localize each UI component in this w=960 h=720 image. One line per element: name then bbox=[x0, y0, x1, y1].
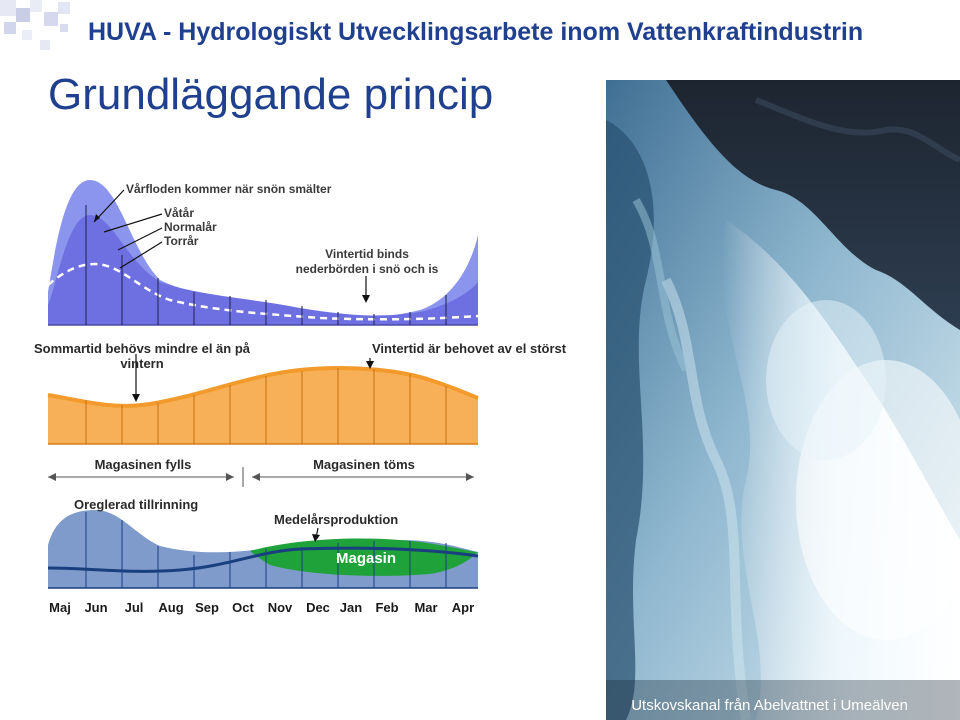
month-label: Oct bbox=[232, 600, 254, 615]
photo-caption: Utskovskanal från Abelvattnet i Umeälven bbox=[631, 697, 908, 714]
month-label: Mar bbox=[414, 600, 437, 615]
label-wet-year: Våtår bbox=[164, 206, 194, 220]
month-axis: Maj Jun Jul Aug Sep Oct Nov Dec Jan Feb … bbox=[49, 600, 474, 615]
label-spring-flood: Vårfloden kommer när snön smälter bbox=[126, 182, 332, 196]
corner-decoration bbox=[0, 0, 70, 50]
month-label: Jan bbox=[340, 600, 362, 615]
demand-curve bbox=[47, 366, 479, 408]
month-label: Jun bbox=[84, 600, 107, 615]
dry-year-line bbox=[47, 262, 479, 321]
label-summer-demand-1: Sommartid behövs mindre el än på bbox=[34, 341, 251, 356]
month-label: Aug bbox=[158, 600, 183, 615]
month-label: Sep bbox=[195, 600, 219, 615]
label-summer-demand-2: vintern bbox=[120, 356, 163, 371]
month-label: Dec bbox=[306, 600, 330, 615]
label-storage: Magasin bbox=[336, 550, 396, 567]
month-label: Nov bbox=[268, 600, 293, 615]
header-title: HUVA - Hydrologiskt Utvecklingsarbete in… bbox=[88, 18, 864, 46]
mean-production-line bbox=[47, 546, 479, 573]
label-winter-demand: Vintertid är behovet av el störst bbox=[372, 341, 567, 356]
label-winter-binding-1: Vintertid binds bbox=[325, 247, 409, 261]
month-label: Apr bbox=[452, 600, 474, 615]
waterfall-photo bbox=[606, 80, 960, 720]
month-label: Feb bbox=[375, 600, 398, 615]
inflow-panel: Vårfloden kommer när snön smälter Våtår … bbox=[47, 180, 479, 326]
label-dry-year: Torrår bbox=[164, 234, 199, 248]
normal-year-area bbox=[48, 215, 478, 325]
label-mean-production: Medelårsproduktion bbox=[274, 512, 398, 527]
label-reservoir-filling: Magasinen fylls bbox=[95, 457, 192, 472]
label-reservoir-emptying: Magasinen töms bbox=[313, 457, 415, 472]
month-label: Jul bbox=[125, 600, 144, 615]
reservoir-panel: Magasinen fylls Magasinen töms bbox=[47, 457, 479, 589]
slide-title: Grundläggande princip bbox=[48, 70, 494, 119]
demand-panel: Sommartid behövs mindre el än på vintern… bbox=[34, 341, 567, 445]
label-unregulated-inflow: Oreglerad tillrinning bbox=[74, 497, 198, 512]
month-label: Maj bbox=[49, 600, 71, 615]
label-normal-year: Normalår bbox=[164, 220, 217, 234]
label-winter-binding-2: nederbörden i snö och is bbox=[296, 262, 439, 276]
